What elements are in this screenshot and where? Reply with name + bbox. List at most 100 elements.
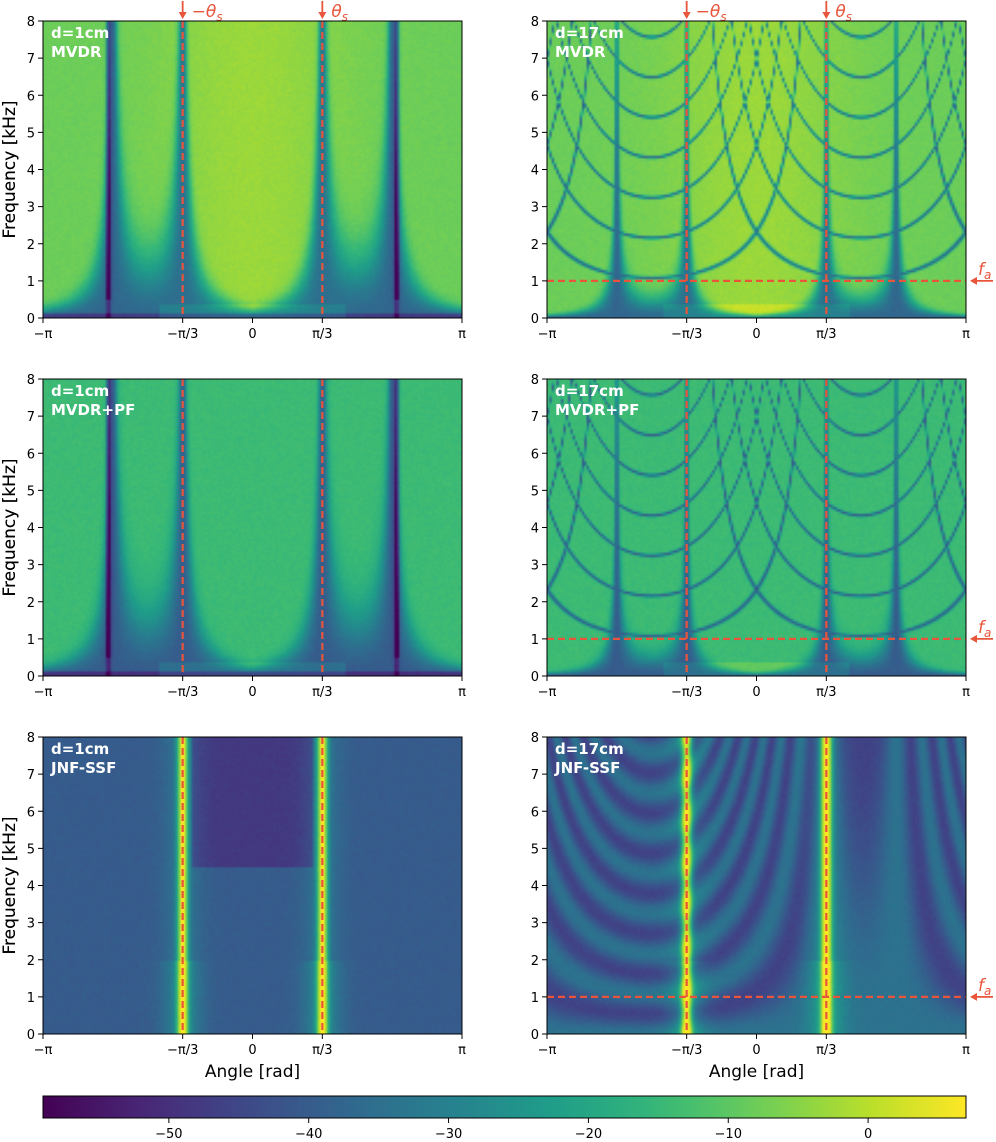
y-tick-label: 6 xyxy=(531,805,539,820)
colorbar-tick-label: −50 xyxy=(155,1127,182,1142)
y-tick-label: 6 xyxy=(27,805,35,820)
x-tick-label: π xyxy=(458,327,466,342)
x-tick-label: −π xyxy=(34,685,53,700)
x-tick-label: −π/3 xyxy=(167,327,198,342)
y-tick-label: 5 xyxy=(27,484,35,499)
x-tick-label: 0 xyxy=(248,327,256,342)
y-tick-label: 7 xyxy=(531,768,539,783)
x-axis-label: Angle [rad] xyxy=(205,1062,300,1082)
panel-d1-mvdr-pf: 0 1 2 3 4 5 6 7 8 −π −π/3 0 π/3 π Frequency [kHz] d=1cm… xyxy=(0,373,466,700)
panel-method-label: MVDR+PF xyxy=(51,401,135,419)
aliasing-label: fa xyxy=(978,618,991,640)
y-tick-label: 1 xyxy=(531,991,539,1006)
x-tick-label: 0 xyxy=(752,327,760,342)
y-tick-label: 2 xyxy=(27,238,35,253)
panel-method-label: MVDR+PF xyxy=(555,401,639,419)
y-tick-label: 3 xyxy=(531,917,539,932)
aliasing-label: fa xyxy=(978,976,991,998)
x-tick-label: −π/3 xyxy=(671,685,702,700)
y-tick-label: 8 xyxy=(531,373,539,388)
panel-spacing-label: d=17cm xyxy=(555,740,624,758)
source-arrow-head-1 xyxy=(318,12,327,19)
x-tick-label: π xyxy=(962,1043,970,1058)
y-tick-label: 4 xyxy=(27,522,35,537)
panel-method-label: JNF-SSF xyxy=(50,759,116,777)
y-tick-label: 2 xyxy=(531,954,539,969)
y-axis-label: Frequency [kHz] xyxy=(0,816,20,954)
source-angle-label-0: −θs xyxy=(696,2,727,24)
y-tick-label: 4 xyxy=(531,880,539,895)
x-tick-label: −π xyxy=(34,327,53,342)
source-arrow-head-0 xyxy=(682,12,691,19)
heatmap-image xyxy=(547,379,966,676)
y-tick-label: 7 xyxy=(27,768,35,783)
y-tick-label: 4 xyxy=(27,880,35,895)
x-tick-label: π/3 xyxy=(816,685,836,700)
y-tick-label: 3 xyxy=(531,559,539,574)
y-axis-label: Frequency [kHz] xyxy=(0,458,20,596)
panel-d17-jnf-ssf: fa 0 1 2 3 4 5 6 7 8 −π −π/3 0 π/3 π Frequency [kHz] Ang… xyxy=(0,731,993,1082)
colorbar-tick-label: −10 xyxy=(715,1127,742,1142)
panel-d1-jnf-ssf: 0 1 2 3 4 5 6 7 8 −π −π/3 0 π/3 π Frequency [kHz] Angle… xyxy=(0,731,466,1082)
x-tick-label: 0 xyxy=(248,1043,256,1058)
panel-method-label: MVDR xyxy=(555,43,606,61)
y-tick-label: 8 xyxy=(27,373,35,388)
panel-d17-mvdr-pf: fa 0 1 2 3 4 5 6 7 8 −π −π/3 0 π/3 π Frequency [kHz] d=1… xyxy=(0,373,993,700)
y-tick-label: 1 xyxy=(27,275,35,290)
x-axis-label: Angle [rad] xyxy=(709,1062,804,1082)
y-tick-label: 6 xyxy=(27,89,35,104)
source-arrow-head-0 xyxy=(178,12,187,19)
heatmap-image xyxy=(43,21,462,318)
y-tick-label: 4 xyxy=(531,522,539,537)
x-tick-label: π/3 xyxy=(816,1043,836,1058)
heatmap-image xyxy=(43,379,462,676)
y-tick-label: 5 xyxy=(531,842,539,857)
y-tick-label: 8 xyxy=(27,15,35,30)
panel-spacing-label: d=1cm xyxy=(51,24,109,42)
x-tick-label: π/3 xyxy=(816,327,836,342)
heatmap-image xyxy=(547,21,966,318)
y-tick-label: 2 xyxy=(531,596,539,611)
panel-spacing-label: d=17cm xyxy=(555,24,624,42)
y-tick-label: 1 xyxy=(531,633,539,648)
aliasing-arrow-head xyxy=(970,634,977,643)
y-tick-label: 2 xyxy=(531,238,539,253)
y-tick-label: 0 xyxy=(531,1028,539,1043)
x-tick-label: −π xyxy=(538,685,557,700)
colorbar-tick-label: −40 xyxy=(295,1127,322,1142)
x-tick-label: π xyxy=(458,685,466,700)
y-tick-label: 0 xyxy=(27,312,35,327)
y-tick-label: 0 xyxy=(531,670,539,685)
x-tick-label: −π/3 xyxy=(167,1043,198,1058)
y-tick-label: 7 xyxy=(27,52,35,67)
panel-spacing-label: d=1cm xyxy=(51,382,109,400)
y-axis-label: Frequency [kHz] xyxy=(0,458,20,596)
x-tick-label: −π xyxy=(538,1043,557,1058)
y-tick-label: 4 xyxy=(27,164,35,179)
aliasing-arrow-head xyxy=(970,276,977,285)
y-axis-label: Frequency [kHz] xyxy=(0,100,20,238)
y-tick-label: 3 xyxy=(27,917,35,932)
y-tick-label: 3 xyxy=(27,559,35,574)
x-tick-label: 0 xyxy=(248,685,256,700)
y-tick-label: 8 xyxy=(27,731,35,746)
x-tick-label: 0 xyxy=(752,685,760,700)
x-tick-label: π/3 xyxy=(312,327,332,342)
aliasing-label: fa xyxy=(978,260,991,282)
y-tick-label: 2 xyxy=(27,596,35,611)
y-tick-label: 4 xyxy=(531,164,539,179)
x-tick-label: −π xyxy=(538,327,557,342)
y-tick-label: 5 xyxy=(27,126,35,141)
y-tick-label: 3 xyxy=(531,201,539,216)
y-tick-label: 6 xyxy=(531,447,539,462)
panel-spacing-label: d=1cm xyxy=(51,740,109,758)
colorbar-gradient xyxy=(43,1096,966,1118)
x-tick-label: −π/3 xyxy=(671,327,702,342)
x-tick-label: −π/3 xyxy=(671,1043,702,1058)
y-tick-label: 7 xyxy=(27,410,35,425)
y-tick-label: 1 xyxy=(27,633,35,648)
x-tick-label: π xyxy=(458,1043,466,1058)
